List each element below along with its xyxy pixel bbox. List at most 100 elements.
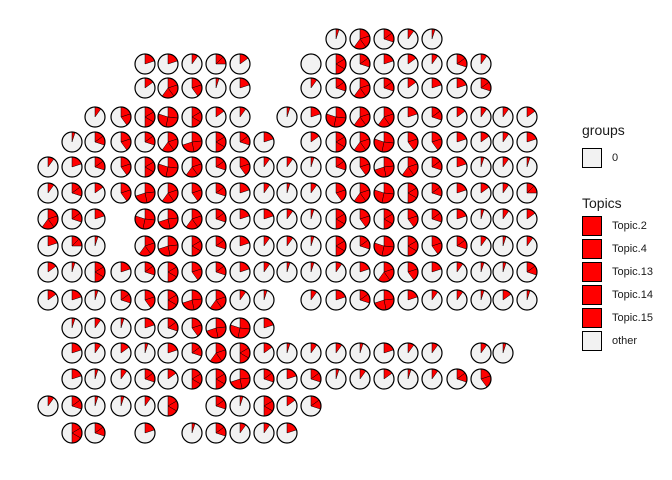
spot-pie [300,208,322,230]
spot-outline [205,289,227,311]
spot-outline [157,235,179,257]
spot-pie [373,28,395,50]
topics-legend-item: other [582,331,637,354]
spot-pie [84,131,106,153]
spot-outline [470,235,492,257]
spot-outline [516,156,538,178]
spot-outline [61,261,83,283]
spot-outline [516,289,538,311]
spot-pie [37,208,59,230]
spot-outline [84,156,106,178]
topics-legend-label: other [612,335,638,347]
spot-pie [157,342,179,364]
spot-pie [84,395,106,417]
spot-outline [157,342,179,364]
spot-pie [253,342,275,364]
spot-outline [276,342,298,364]
spot-outline [253,368,275,390]
topics-legend-items: Topic.2 Topic.4 Topic.13 Topic.14 Topic.15 ot… [582,216,653,354]
spot-outline [229,289,251,311]
spot-outline [253,131,275,153]
spot-pie [300,289,322,311]
spot-outline [157,261,179,283]
spot-pie [37,395,59,417]
spot-pie [276,106,298,128]
spot-pie [373,289,395,311]
spot-pie [205,368,227,390]
spot-pie [229,53,251,75]
spot-pie [134,106,156,128]
spot-outline [349,131,371,153]
spot-outline [492,208,514,230]
spot-outline [373,368,395,390]
topics-legend-item: Topic.14 [582,285,653,308]
spot-pie [446,208,468,230]
spot-outline [373,289,395,311]
spot-outline [470,106,492,128]
spot-pie [229,342,251,364]
spot-pie [157,156,179,178]
spot-pie [157,395,179,417]
spot-pie [470,235,492,257]
topics-legend-label: Topic.4 [612,243,647,255]
spot-outline [110,289,132,311]
spot-outline [205,317,227,339]
spot-pie [61,395,83,417]
spot-outline [300,77,322,99]
spot-outline [110,106,132,128]
spot-outline [516,131,538,153]
spot-pie [421,235,443,257]
spot-outline [325,289,347,311]
spot-pie [325,28,347,50]
topics-legend-key [582,285,602,305]
spot-pie [373,235,395,257]
spot-pie [470,131,492,153]
spot-outline [84,342,106,364]
spot-outline [300,53,322,75]
spot-pie [516,131,538,153]
spot-pie [421,53,443,75]
spot-outline [349,261,371,283]
spot-pie [253,422,275,444]
spot-pie [470,182,492,204]
spot-outline [61,131,83,153]
spot-outline [421,235,443,257]
spot-pie [37,235,59,257]
topics-legend-title: Topics [582,195,622,211]
spot-pie [349,289,371,311]
spot-pie [516,208,538,230]
spot-outline [446,131,468,153]
spot-outline [61,317,83,339]
spot-outline [134,131,156,153]
spot-outline [181,182,203,204]
spot-outline [300,106,322,128]
spot-outline [110,342,132,364]
spot-pie [229,289,251,311]
spot-outline [229,235,251,257]
spot-outline [373,131,395,153]
spot-pie [181,317,203,339]
spot-pie [421,289,443,311]
spot-outline [397,156,419,178]
spot-pie [61,261,83,283]
spot-pie [421,106,443,128]
spot-pie [421,261,443,283]
spot-pie [205,261,227,283]
spot-outline [157,289,179,311]
spot-outline [229,53,251,75]
spot-outline [205,342,227,364]
spot-outline [253,182,275,204]
spot-outline [373,342,395,364]
spot-pie [253,131,275,153]
spot-pie [397,28,419,50]
spot-pie [349,182,371,204]
spot-pie [397,53,419,75]
spot-pie [181,368,203,390]
spot-pie [492,342,514,364]
spot-outline [253,317,275,339]
spot-pie [229,368,251,390]
spot-pie [84,106,106,128]
spot-pie [61,289,83,311]
spot-outline [300,395,322,417]
spot-outline [84,235,106,257]
